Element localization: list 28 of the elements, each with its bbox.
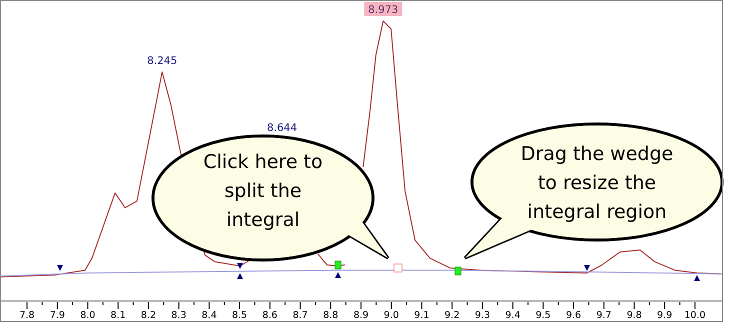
annotation: Click here to split the integral [203, 151, 323, 231]
x-tick-label: 8.9 [353, 310, 369, 321]
x-tick-label: 10.0 [684, 310, 706, 321]
x-tick-label: 9.1 [414, 310, 430, 321]
x-tick-label: 7.9 [50, 310, 65, 321]
x-tick-label: 9.4 [505, 310, 520, 321]
x-tick-label: 9.7 [596, 310, 612, 321]
x-tick-label: 8.3 [171, 310, 186, 321]
x-tick-label: 9.6 [566, 310, 582, 321]
x-tick-label: 8.4 [202, 310, 217, 321]
x-tick-label: 8.5 [232, 310, 248, 321]
x-tick-label: 9.2 [444, 310, 460, 321]
x-tick-label: 9.0 [384, 310, 399, 321]
x-tick-label: 7.8 [19, 310, 35, 321]
annotation: 8.644 [266, 122, 298, 134]
x-tick-label: 8.7 [292, 310, 308, 321]
x-tick-label: 8.0 [80, 310, 96, 321]
annotation: 8.245 [147, 54, 178, 67]
x-tick-label: 9.5 [536, 310, 551, 321]
x-tick-label: 9.3 [474, 310, 490, 321]
annotation: Drag the wedge to resize the integral region [520, 143, 674, 223]
annotation: 8.973 [368, 4, 398, 16]
x-tick-label: 8.6 [262, 310, 278, 321]
x-tick-label: 8.8 [323, 310, 338, 321]
x-tick-label: 8.2 [140, 310, 156, 321]
x-tick-label: 8.1 [110, 310, 126, 321]
x-tick-label: 9.9 [657, 310, 672, 321]
x-tick-label: 9.8 [626, 310, 642, 321]
